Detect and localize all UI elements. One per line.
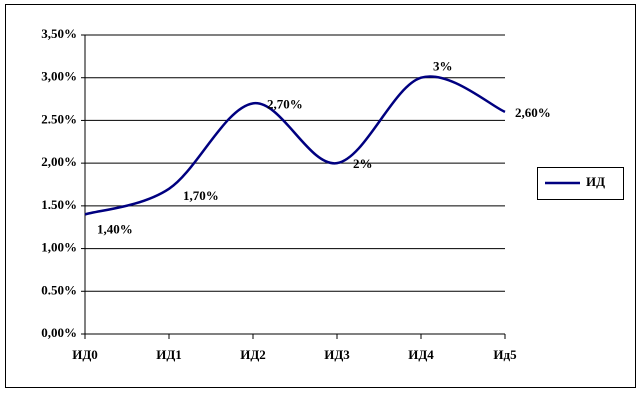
x-tick-label: ИД1 [156,347,182,362]
data-label: 2,70% [267,96,303,111]
series-line [84,75,506,216]
x-tick-label: ИД3 [324,347,350,362]
data-label: 1,70% [183,188,219,203]
y-tick-label: 0,00% [41,325,77,340]
data-label: 2,60% [515,105,551,120]
data-label: 2% [353,156,373,171]
x-tick-label: ИД0 [72,347,98,362]
legend-label: ИД [586,174,605,189]
chart-frame [5,4,636,388]
y-tick-label: 3,00% [41,69,77,84]
y-tick-label: 2.50% [41,111,77,126]
y-tick-label: 1,00% [41,240,77,255]
y-tick-label: 2,00% [41,154,77,169]
y-tick-label: 1.50% [41,197,77,212]
y-tick-label: 0.50% [41,282,77,297]
data-label: 3% [433,59,453,74]
x-tick-label: ИД4 [408,347,434,362]
data-label: 1,40% [97,221,133,236]
x-tick-label: Ид5 [493,347,517,362]
x-tick-label: ИД2 [240,347,266,362]
y-tick-label: 3,50% [41,26,77,41]
